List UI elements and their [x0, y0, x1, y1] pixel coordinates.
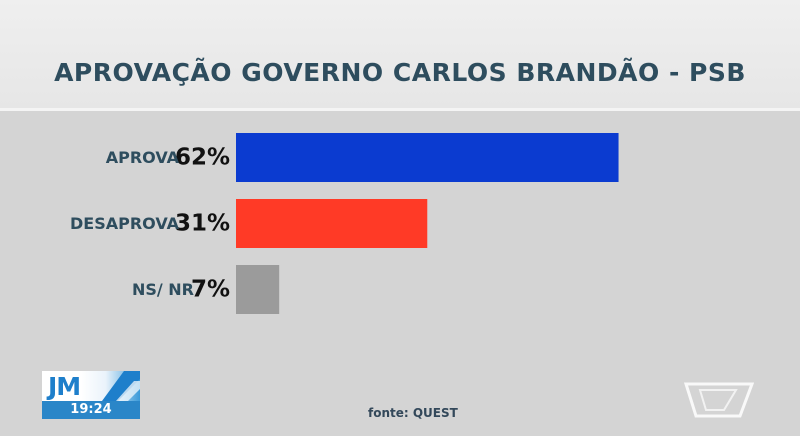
value-label-0: 62%: [175, 145, 230, 171]
bar-2: [236, 265, 280, 314]
source-note: fonte: QUEST: [368, 406, 458, 420]
bar-1: [236, 199, 428, 248]
state-map-icon: [684, 382, 754, 418]
category-label-0: APROVA: [106, 148, 180, 167]
value-label-1: 31%: [175, 211, 230, 237]
logo-stripe-icon: [102, 371, 140, 401]
chart-title: APROVAÇÃO GOVERNO CARLOS BRANDÃO - PSB: [54, 58, 746, 87]
value-label-2: 7%: [191, 277, 230, 303]
broadcast-time: 19:24: [42, 401, 140, 419]
category-label-1: DESAPROVA: [70, 214, 180, 233]
bar-0: [236, 133, 619, 182]
header-band: [0, 0, 800, 110]
channel-logo: JM 19:24: [42, 371, 140, 419]
category-label-2: NS/ NR: [132, 280, 194, 299]
channel-logo-text: JM: [48, 372, 81, 401]
header-divider: [0, 108, 800, 111]
